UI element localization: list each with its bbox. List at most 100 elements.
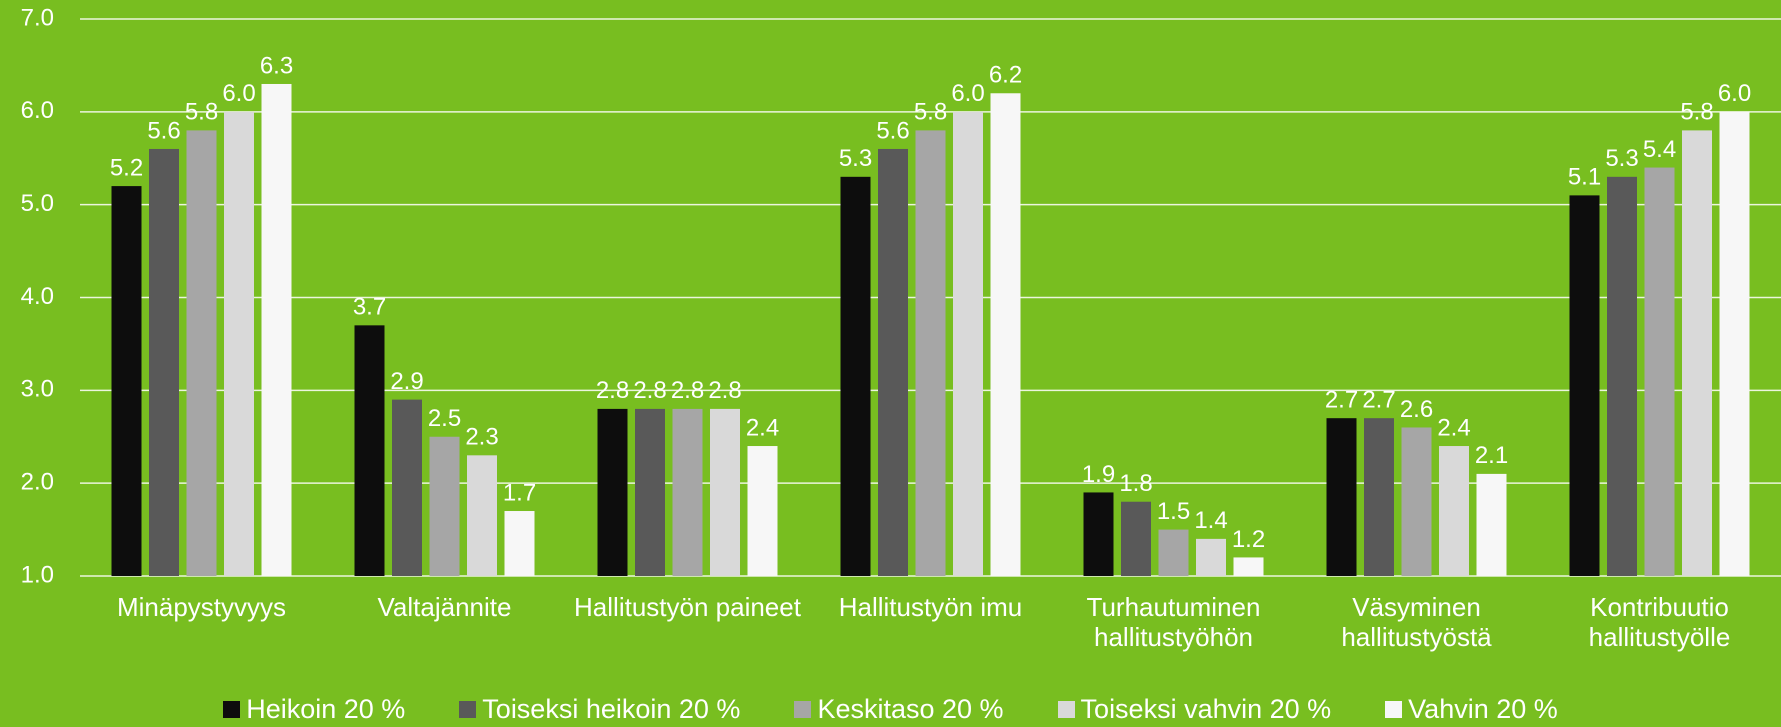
data-label: 2.5	[428, 405, 461, 432]
y-tick-label: 4.0	[21, 283, 54, 310]
y-tick-label: 5.0	[21, 190, 54, 217]
bar	[1644, 167, 1675, 577]
data-label: 5.4	[1643, 136, 1676, 163]
data-label: 5.2	[110, 154, 143, 181]
legend-item: Toiseksi vahvin 20 %	[1057, 694, 1332, 725]
data-label: 6.3	[260, 52, 293, 79]
legend-swatch	[1385, 701, 1403, 718]
data-label: 6.0	[951, 80, 984, 107]
data-label: 2.3	[465, 424, 498, 451]
legend: Heikoin 20 % Toiseksi heikoin 20 % Keskita…	[0, 694, 1781, 725]
legend-label: Keskitaso 20 %	[817, 694, 1004, 724]
data-label: 2.9	[390, 368, 423, 395]
legend-swatch	[1057, 701, 1075, 718]
legend-swatch	[223, 701, 241, 718]
bar	[504, 511, 535, 576]
bar	[354, 325, 385, 576]
data-label: 5.6	[876, 117, 909, 144]
bar	[1719, 111, 1750, 576]
x-tick-label: Väsyminen hallitustyöstä	[1341, 592, 1492, 652]
y-tick-label: 3.0	[21, 376, 54, 403]
bar	[1476, 473, 1507, 576]
bar	[915, 130, 946, 576]
bar	[953, 111, 983, 576]
x-tick-label: Valtajännite	[377, 592, 512, 622]
bar	[840, 176, 871, 577]
data-label: 5.8	[914, 99, 947, 126]
data-label: 5.3	[1605, 145, 1638, 172]
y-tick-label: 6.0	[21, 97, 54, 124]
legend-item: Vahvin 20 %	[1385, 694, 1558, 725]
bar	[747, 446, 778, 576]
data-label: 6.0	[1718, 80, 1751, 107]
data-label: 5.3	[839, 145, 872, 172]
data-label: 2.8	[633, 377, 666, 404]
bar	[1326, 418, 1357, 576]
legend-swatch	[459, 701, 477, 718]
y-tick-label: 7.0	[21, 4, 54, 31]
legend-label: Toiseksi heikoin 20 %	[482, 694, 741, 724]
data-label: 3.7	[353, 294, 386, 321]
bar	[186, 130, 217, 576]
bar	[1083, 492, 1114, 576]
data-label: 2.8	[596, 377, 629, 404]
data-label: 2.4	[1437, 414, 1470, 441]
legend-label: Toiseksi vahvin 20 %	[1080, 694, 1332, 724]
bar	[1682, 130, 1712, 576]
data-label: 1.2	[1232, 526, 1265, 553]
bar	[111, 186, 142, 576]
bar	[1401, 427, 1432, 576]
legend-label: Heikoin 20 %	[246, 694, 406, 724]
legend-item: Heikoin 20 %	[223, 694, 405, 725]
data-label: 5.8	[185, 99, 218, 126]
bar	[1364, 418, 1394, 576]
bar	[1233, 557, 1264, 576]
bar	[467, 455, 497, 576]
legend-item: Keskitaso 20 %	[794, 694, 1004, 725]
bar	[878, 148, 908, 576]
x-tick-label: Kontribuutio hallitustyölle	[1588, 592, 1731, 652]
y-tick-label: 1.0	[21, 561, 54, 588]
data-label: 2.7	[1362, 387, 1395, 414]
bar	[1439, 446, 1469, 576]
legend-label: Vahvin 20 %	[1408, 694, 1558, 724]
data-label: 5.1	[1568, 164, 1601, 191]
bar	[429, 436, 460, 576]
bar	[635, 408, 665, 576]
bar	[672, 408, 703, 576]
data-label: 2.8	[671, 377, 704, 404]
bar	[1121, 501, 1151, 576]
data-label: 2.6	[1400, 396, 1433, 423]
data-label: 2.4	[746, 414, 779, 441]
legend-item: Toiseksi heikoin 20 %	[459, 694, 740, 725]
bar	[597, 408, 628, 576]
bar	[261, 83, 292, 576]
bar	[224, 111, 254, 576]
data-label: 5.8	[1680, 99, 1713, 126]
x-tick-label: Hallitustyön paineet	[574, 592, 801, 622]
data-label: 2.1	[1475, 442, 1508, 469]
data-label: 2.7	[1325, 387, 1358, 414]
x-tick-label: Hallitustyön imu	[838, 592, 1023, 622]
bar	[990, 93, 1021, 577]
bar	[710, 408, 740, 576]
data-label: 1.4	[1194, 507, 1227, 534]
bar	[1569, 195, 1600, 576]
bar	[1158, 529, 1189, 576]
y-tick-label: 2.0	[21, 469, 54, 496]
bar	[149, 148, 179, 576]
legend-swatch	[794, 701, 812, 718]
bar	[1196, 538, 1226, 576]
bar	[1607, 176, 1637, 577]
data-label: 1.7	[503, 479, 536, 506]
data-label: 1.5	[1157, 498, 1190, 525]
x-tick-label: Turhautuminen hallitustyöhön	[1086, 592, 1261, 652]
data-label: 2.8	[708, 377, 741, 404]
bar	[392, 399, 422, 576]
x-tick-label: Minäpystyvyys	[116, 592, 287, 622]
data-label: 5.6	[147, 117, 180, 144]
data-label: 6.2	[989, 62, 1022, 89]
data-label: 1.8	[1119, 470, 1152, 497]
